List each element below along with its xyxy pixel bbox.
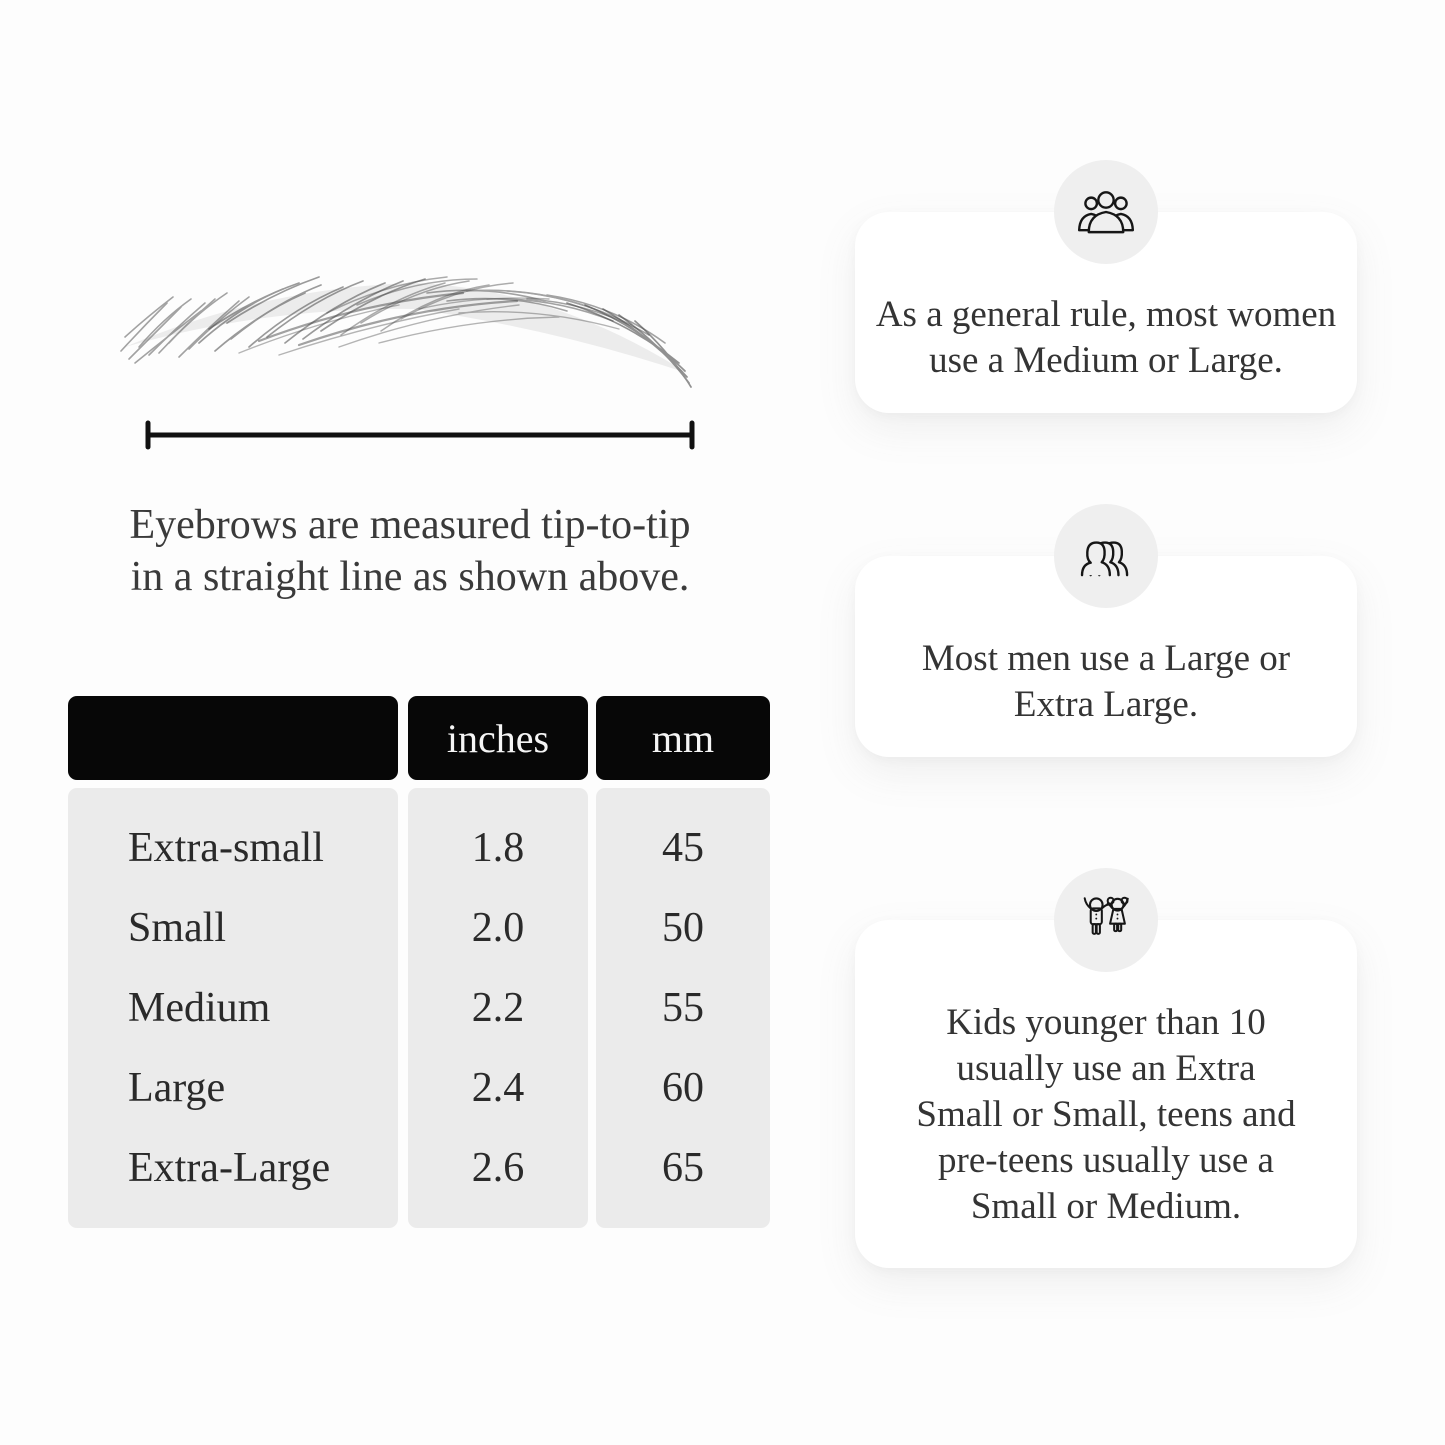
table-column-size-bg (68, 788, 398, 1228)
table-column-mm-bg (596, 788, 770, 1228)
table-row: Extra-Large 2.6 65 (68, 1128, 770, 1208)
size-inches: 2.6 (471, 1145, 525, 1191)
table-header-mm: mm (596, 696, 770, 780)
info-card-text: As a general rule, most women use a Medi… (875, 294, 1337, 381)
size-mm: 50 (662, 905, 704, 951)
table-row: Medium 2.2 55 (68, 968, 770, 1048)
size-table: Extra-small 1.8 45 Small 2.0 50 Medium 2… (68, 788, 770, 1228)
kids-icon (1083, 896, 1129, 935)
men-group-icon (1080, 541, 1129, 577)
measurement-caption: Eyebrows are measured tip-to-tip in a st… (129, 502, 691, 600)
table-row: Extra-small 1.8 45 (68, 808, 770, 888)
icon-circle (1054, 504, 1158, 608)
size-inches: 2.0 (471, 905, 525, 951)
size-label: Large (128, 1065, 226, 1111)
info-card-text: Most men use a Large or Extra Large. (921, 638, 1291, 725)
info-card-women: As a general rule, most women use a Medi… (855, 160, 1357, 413)
size-label: Extra-small (128, 825, 324, 871)
table-column-inches-bg (408, 788, 588, 1228)
icon-circle (1054, 160, 1158, 264)
info-card-men: Most men use a Large or Extra Large. (855, 504, 1357, 757)
table-header-inches: inches (408, 696, 588, 780)
measurement-line (145, 420, 695, 450)
table-header-size (68, 696, 398, 780)
size-inches: 2.2 (471, 985, 525, 1031)
info-card-kids: Kids younger than 10 usually use an Extr… (855, 868, 1357, 1268)
table-row: Large 2.4 60 (68, 1048, 770, 1128)
size-mm: 65 (662, 1145, 704, 1191)
size-label: Small (128, 905, 227, 951)
size-mm: 55 (662, 985, 704, 1031)
women-group-icon (1077, 191, 1135, 234)
table-row: Small 2.0 50 (68, 888, 770, 968)
size-inches: 1.8 (471, 825, 525, 871)
info-card-text: Kids younger than 10 usually use an Extr… (916, 1002, 1296, 1227)
size-label: Extra-Large (128, 1145, 331, 1191)
icon-circle (1054, 868, 1158, 972)
size-mm: 45 (662, 825, 704, 871)
size-label: Medium (128, 985, 271, 1031)
size-mm: 60 (662, 1065, 704, 1111)
size-inches: 2.4 (471, 1065, 525, 1111)
eyebrow-illustration (120, 276, 692, 388)
